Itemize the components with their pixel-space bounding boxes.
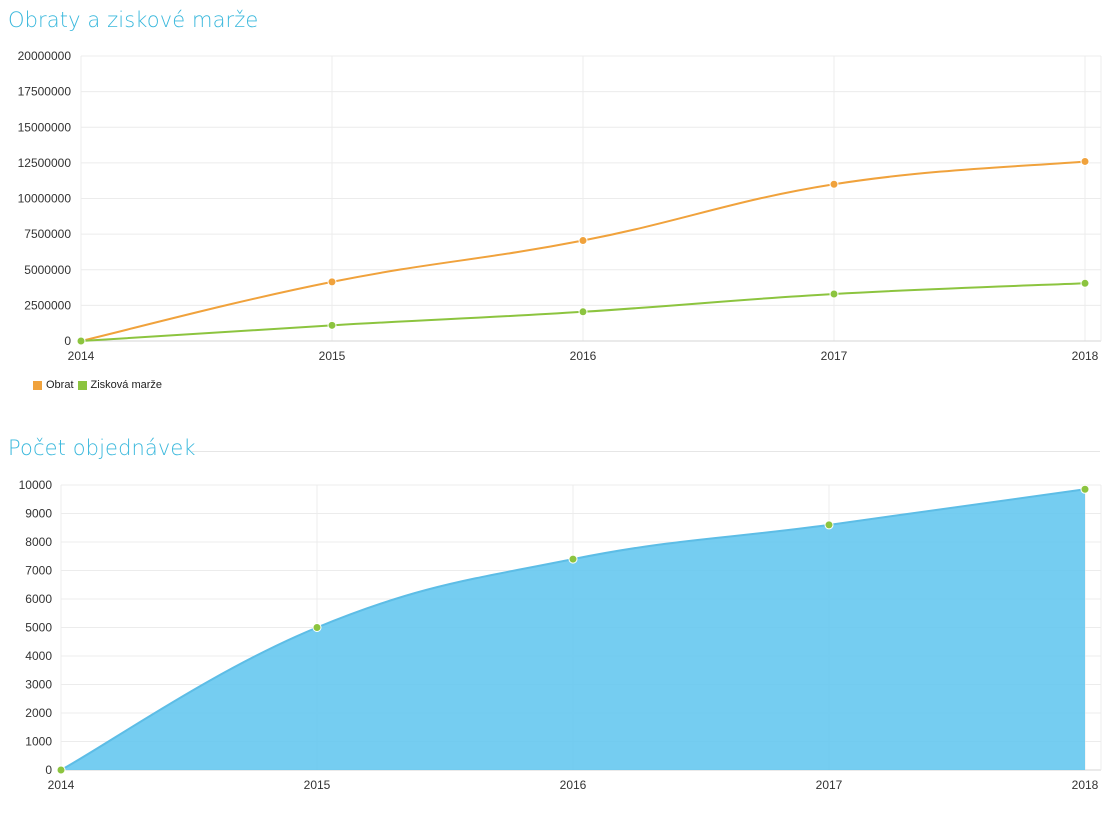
x-tick-label: 2014	[68, 349, 95, 363]
data-point	[56, 765, 66, 775]
data-point	[1080, 156, 1090, 166]
y-tick-label: 5000	[25, 621, 52, 635]
y-tick-label: 4000	[25, 649, 52, 663]
x-tick-label: 2015	[319, 349, 346, 363]
y-tick-label: 0	[64, 334, 71, 348]
y-tick-label: 9000	[25, 507, 52, 521]
x-tick-label: 2016	[570, 349, 597, 363]
y-tick-label: 8000	[25, 535, 52, 549]
data-point	[578, 307, 588, 317]
y-tick-label: 3000	[25, 678, 52, 692]
legend-swatch-obrat	[33, 380, 42, 390]
data-point	[1080, 484, 1090, 494]
x-tick-label: 2015	[304, 778, 331, 792]
legend-label-marze: Zisková marže	[90, 379, 163, 391]
y-tick-label: 12500000	[18, 156, 72, 170]
revenue-legend: Obrat Zisková marže	[33, 379, 166, 391]
data-point	[568, 554, 578, 564]
x-tick-label: 2018	[1072, 778, 1099, 792]
data-point	[76, 336, 86, 346]
data-point	[312, 623, 322, 632]
legend-label-obrat: Obrat	[46, 379, 74, 391]
data-point	[327, 320, 337, 330]
y-tick-label: 7500000	[24, 227, 71, 241]
y-tick-label: 10000	[19, 478, 53, 492]
chart-title-orders: Počet objednávek	[8, 436, 196, 460]
data-point	[578, 236, 588, 246]
data-point	[824, 520, 834, 530]
y-tick-label: 2500000	[24, 298, 71, 312]
y-tick-label: 5000000	[24, 263, 71, 277]
x-tick-label: 2016	[560, 778, 587, 792]
y-tick-label: 6000	[25, 592, 52, 606]
data-point	[327, 277, 337, 287]
data-point	[829, 179, 839, 189]
y-tick-label: 7000	[25, 564, 52, 578]
chart-title-revenue: Obraty a ziskové marže	[8, 8, 259, 32]
y-tick-label: 1000	[25, 735, 52, 749]
x-tick-label: 2014	[48, 778, 75, 792]
data-point	[1080, 278, 1090, 288]
data-point	[829, 289, 839, 299]
y-tick-label: 0	[45, 763, 52, 777]
x-tick-label: 2017	[821, 349, 848, 363]
y-tick-label: 15000000	[18, 120, 72, 134]
x-tick-label: 2018	[1072, 349, 1099, 363]
legend-swatch-marze	[77, 380, 87, 390]
legend-item-marze[interactable]: Zisková marže	[77, 379, 163, 391]
revenue-margin-line-chart: 20000000 17500000 15000000 12500000 10000000…	[18, 49, 1102, 363]
y-tick-label: 20000000	[18, 49, 72, 63]
y-tick-label: 10000000	[18, 192, 72, 206]
y-tick-label: 17500000	[18, 85, 72, 99]
x-tick-label: 2017	[816, 778, 843, 792]
title-divider	[192, 451, 1100, 452]
area-fill	[61, 489, 1085, 770]
y-tick-label: 2000	[25, 706, 52, 720]
legend-item-obrat[interactable]: Obrat	[33, 379, 74, 391]
